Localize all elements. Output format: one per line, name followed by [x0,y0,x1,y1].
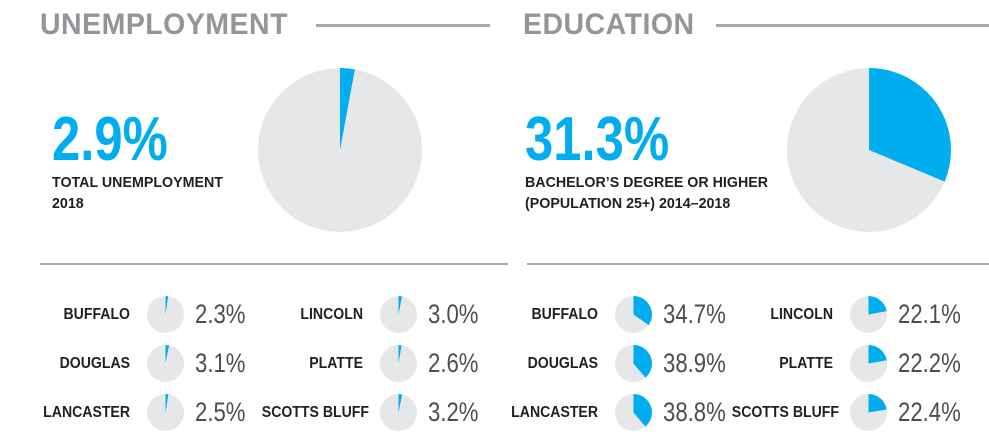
county-label: DOUGLAS [527,354,598,372]
county-label: SCOTTS BLUFF [731,403,839,421]
county-value: 34.7% [663,299,726,329]
county-label: PLATTE [309,354,363,372]
county-value: 3.1% [195,348,246,378]
county-mini-pie-chart [147,345,184,382]
county-row-education-lancaster: LANCASTER 38.8% [498,394,740,431]
county-row-unemployment-lancaster: LANCASTER 2.5% [30,394,257,431]
county-mini-pie-chart [850,345,887,382]
county-label: BUFFALO [63,305,130,323]
county-mini-pie-chart [380,394,417,431]
education-pie-chart [787,68,951,232]
county-value: 38.9% [663,348,726,378]
education-stat-subtitle-line1: BACHELOR’S DEGREE OR HIGHER [525,174,769,191]
education-header-rule [716,24,989,27]
unemployment-pie-chart [258,68,422,232]
unemployment-stat-subtitle-line1: TOTAL UNEMPLOYMENT [52,174,223,191]
unemployment-stat-block: 2.9% TOTAL UNEMPLOYMENT 2018 [52,109,232,213]
unemployment-divider-rule [40,263,508,265]
county-label: SCOTTS BLUFF [261,403,369,421]
county-label: LANCASTER [43,403,131,421]
unemployment-stat-number: 2.9% [52,105,168,174]
unemployment-stat-subtitle-line2: 2018 [52,195,84,212]
county-label: LINCOLN [770,305,833,323]
county-mini-pie-chart [147,296,184,333]
county-value: 22.1% [898,299,961,329]
county-label: LANCASTER [511,403,598,421]
county-value: 3.0% [428,299,479,329]
education-divider-rule [527,263,989,265]
county-mini-pie-chart [380,296,417,333]
county-mini-pie-chart [850,296,887,333]
county-label: PLATTE [779,354,833,372]
county-mini-pie-chart [147,394,184,431]
county-mini-pie-chart [850,394,887,431]
county-row-education-douglas: DOUGLAS 38.9% [498,345,740,382]
county-mini-pie-chart [615,394,652,431]
county-row-unemployment-lincoln: LINCOLN 3.0% [248,296,490,333]
education-section-title: EDUCATION [523,8,695,41]
county-value: 3.2% [428,397,479,427]
county-row-education-platte: PLATTE 22.2% [718,345,975,382]
county-mini-pie-chart [615,296,652,333]
county-label: BUFFALO [531,305,598,323]
county-row-education-scotts-bluff: SCOTTS BLUFF 22.4% [718,394,975,431]
county-value: 2.6% [428,348,479,378]
education-stat-block: 31.3% BACHELOR’S DEGREE OR HIGHER (POPUL… [525,109,781,213]
education-stat-number: 31.3% [525,105,670,174]
county-row-education-buffalo: BUFFALO 34.7% [498,296,740,333]
unemployment-section-title: UNEMPLOYMENT [40,8,288,41]
county-row-education-lincoln: LINCOLN 22.1% [718,296,975,333]
county-value: 22.4% [898,397,961,427]
county-row-unemployment-scotts-bluff: SCOTTS BLUFF 3.2% [248,394,490,431]
county-mini-pie-chart [615,345,652,382]
county-value: 2.3% [195,299,246,329]
education-stat-subtitle-line2: (POPULATION 25+) 2014–2018 [525,195,731,212]
unemployment-header-rule [316,24,490,27]
county-row-unemployment-platte: PLATTE 2.6% [248,345,490,382]
county-row-unemployment-buffalo: BUFFALO 2.3% [30,296,257,333]
county-value: 2.5% [195,397,246,427]
county-mini-pie-chart [380,345,417,382]
county-row-unemployment-douglas: DOUGLAS 3.1% [30,345,257,382]
county-label: DOUGLAS [59,354,130,372]
county-label: LINCOLN [300,305,363,323]
county-value: 22.2% [898,348,961,378]
county-value: 38.8% [663,397,726,427]
